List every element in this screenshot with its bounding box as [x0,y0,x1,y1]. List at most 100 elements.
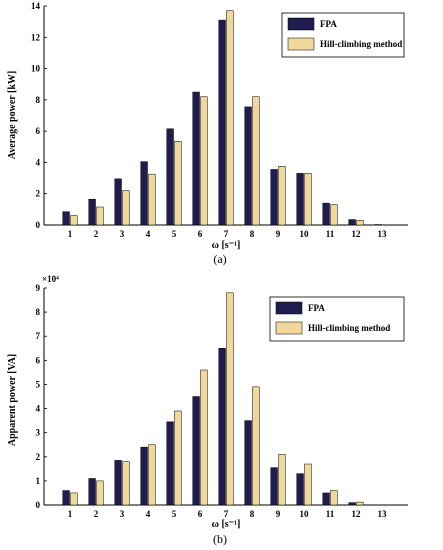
bar-hill-climbing [356,220,364,226]
bar-fpa [140,446,148,506]
y-tick-labels: 0 2 4 6 8 10 12 14 [31,1,47,230]
y-tick-label: 6 [36,126,41,136]
y-tick-label: 12 [31,32,41,42]
bar-fpa [348,502,356,506]
x-tick-label: 6 [198,229,203,239]
x-tick-label: 12 [352,229,362,239]
x-tick-label: 9 [276,509,281,519]
bar-hill-climbing [96,206,104,226]
x-tick-label: 11 [326,229,335,239]
y-tick-label: 10 [31,64,41,74]
legend-swatch-hill [287,37,315,51]
legend-swatch-fpa [287,17,315,31]
x-tick-label: 12 [352,509,362,519]
bar-fpa [348,219,356,226]
x-tick-label: 2 [94,509,99,519]
legend-swatch-fpa [275,301,303,315]
x-axis-label: ω [s⁻¹] [212,519,241,530]
x-tick-label: 11 [326,509,335,519]
bar-hill-climbing [304,463,312,506]
y-tick-label: 14 [31,1,41,11]
bar-hill-climbing [356,501,364,506]
bar-fpa [62,211,70,226]
bar-fpa [244,420,252,506]
y-tick-label: 5 [36,379,41,389]
y-tick-label: 6 [36,355,41,365]
caption-b: (b) [213,532,227,546]
x-tick-label: 4 [146,229,151,239]
x-tick-label: 13 [378,509,388,519]
x-tick-label: 3 [120,229,125,239]
bar-fpa [296,173,304,226]
bar-hill-climbing [122,461,130,506]
bars [62,10,390,226]
x-tick-label: 3 [120,509,125,519]
bar-hill-climbing [330,490,338,506]
y-tick-label: 7 [36,331,41,341]
bar-fpa [296,473,304,506]
y-axis-label: Average power [kW] [7,71,18,160]
bar-hill-climbing [278,454,286,506]
bar-hill-climbing [70,215,78,226]
y-tick-label: 3 [36,428,41,438]
bar-hill-climbing [304,173,312,226]
bar-fpa [166,421,174,506]
legend-label-hill: Hill-climbing method [308,323,390,333]
x-tick-label: 10 [300,229,310,239]
bar-hill-climbing [96,480,104,506]
bar-fpa [62,490,70,506]
bar-hill-climbing [174,410,182,506]
bar-fpa [270,467,278,506]
x-tick-label: 7 [224,509,229,519]
bar-fpa [218,348,226,506]
y-tick-label: 4 [36,404,41,414]
bar-fpa [114,178,122,226]
y-tick-label: 2 [36,189,41,199]
bar-hill-climbing [226,292,234,506]
legend-label-fpa: FPA [308,303,325,313]
x-tick-label: 8 [250,229,255,239]
bar-hill-climbing [200,369,208,506]
x-tick-label: 1 [68,229,73,239]
legend: FPA Hill-climbing method [269,296,405,342]
bars [62,292,390,506]
bar-fpa [244,106,252,226]
y-multiplier: ×10⁴ [42,274,59,284]
y-tick-label: 8 [36,95,41,105]
legend-swatch-hill [275,321,303,335]
y-axis-label: Apparent power [VA] [7,354,18,446]
x-tick-label: 5 [172,229,177,239]
x-tick-label: 6 [198,509,203,519]
legend-label-hill: Hill-climbing method [320,39,402,49]
y-tick-label: 2 [36,452,41,462]
bar-fpa [88,198,96,226]
y-tick-label: 4 [36,157,41,167]
x-tick-label: 1 [68,509,73,519]
x-tick-labels: 1 2 3 4 5 6 7 8 9 10 11 12 13 [68,509,387,519]
bar-hill-climbing [278,166,286,226]
bar-hill-climbing [226,10,234,226]
x-tick-labels: 1 2 3 4 5 6 7 8 9 10 11 12 13 [68,229,387,239]
bar-fpa [166,128,174,226]
legend-label-fpa: FPA [320,19,337,29]
x-tick-label: 9 [276,229,281,239]
x-tick-label: 13 [378,229,388,239]
legend: FPA Hill-climbing method [281,12,405,58]
x-tick-label: 2 [94,229,99,239]
bar-fpa [88,478,96,506]
bar-fpa [270,169,278,226]
bar-hill-climbing [148,444,156,506]
x-tick-label: 5 [172,509,177,519]
x-tick-label: 4 [146,509,151,519]
y-tick-label: 0 [36,500,41,510]
bar-hill-climbing [148,173,156,226]
bar-hill-climbing [330,204,338,226]
bar-fpa [140,161,148,226]
bar-hill-climbing [200,96,208,226]
x-tick-label: 10 [300,509,310,519]
x-tick-label: 7 [224,229,229,239]
bar-fpa [192,91,200,226]
